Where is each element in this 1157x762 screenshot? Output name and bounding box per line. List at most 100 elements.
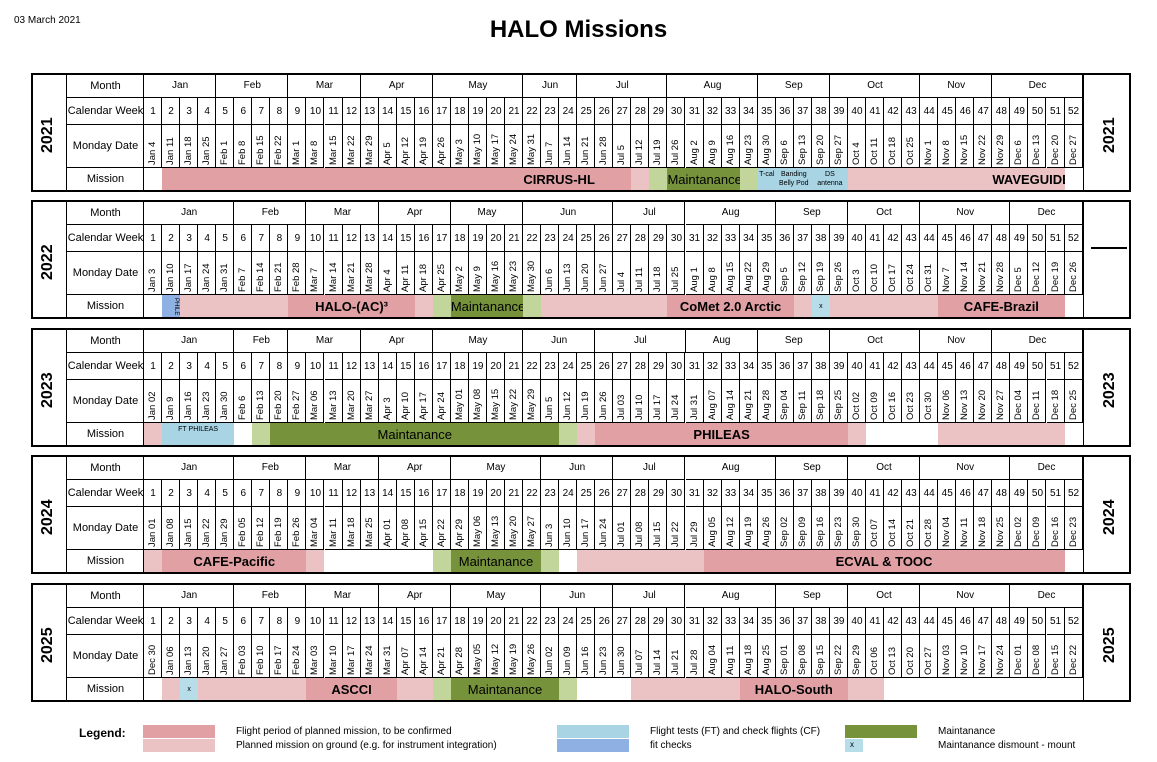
monday-date: Feb 17 — [273, 645, 285, 675]
monday-cell — [198, 125, 217, 168]
week-cell — [342, 98, 361, 125]
monday-date: Sep 08 — [796, 644, 808, 675]
week-number: 31 — [688, 233, 701, 244]
monday-date: Aug 22 — [742, 261, 754, 292]
monday-cell — [1046, 125, 1065, 168]
month-label: Feb — [261, 590, 279, 601]
month-cell-mar — [306, 457, 379, 480]
mission-bar — [775, 168, 812, 190]
monday-cell — [360, 125, 379, 168]
week-cell — [631, 608, 650, 635]
week-cell — [414, 608, 433, 635]
week-number: 19 — [472, 361, 484, 372]
month-label: May — [486, 590, 506, 601]
monday-date: Apr 4 — [381, 269, 393, 292]
week-cell — [270, 608, 289, 635]
monday-cell — [559, 635, 578, 678]
monday-cell — [902, 380, 921, 423]
monday-date: Oct 17 — [887, 264, 899, 292]
monday-date: Nov 1 — [923, 140, 935, 165]
mission-bar — [938, 295, 1065, 317]
monday-date: Feb 21 — [273, 262, 285, 292]
monday-cell — [1046, 252, 1065, 295]
monday-date: Apr 12 — [399, 137, 411, 165]
mission-bar — [559, 678, 578, 700]
monday-date: Jul 5 — [616, 144, 628, 165]
month-label: Aug — [721, 590, 740, 601]
monday-date: Nov 14 — [959, 261, 971, 292]
monday-cell — [1064, 252, 1083, 295]
monday-cell — [811, 507, 830, 550]
year-block-2023: 2023 2023 Month Calendar Week Monday Date Mis… — [31, 328, 1131, 447]
monday-date: Dec 08 — [1031, 644, 1043, 675]
monday-cell — [360, 635, 379, 678]
week-cell — [270, 480, 289, 507]
monday-date: Sep 29 — [850, 644, 862, 675]
week-number: 23 — [544, 616, 556, 627]
monday-date: Apr 14 — [417, 647, 429, 675]
week-number: 33 — [725, 233, 737, 244]
month-label: Aug — [703, 80, 722, 91]
row-label-week: Calendar Week — [67, 105, 144, 117]
week-cell — [559, 608, 578, 635]
week-cell — [577, 480, 596, 507]
week-number: 1 — [150, 361, 156, 372]
week-number: 8 — [276, 233, 283, 244]
mission-label: x — [819, 303, 823, 310]
monday-cell — [974, 380, 993, 423]
monday-date: Mar 22 — [345, 135, 357, 165]
month-label: Jan — [172, 80, 189, 91]
legend-text-ft-label: Flight tests (FT) and check flights (CF) — [650, 726, 821, 737]
monday-date: Aug 12 — [724, 516, 736, 547]
monday-cell — [920, 380, 939, 423]
mission-label: FT PHILEAS — [178, 426, 219, 433]
monday-date: Apr 15 — [417, 519, 429, 547]
monday-date: Jul 11 — [634, 267, 646, 292]
month-cell-jul — [595, 330, 686, 353]
week-cell — [866, 98, 885, 125]
week-number: 15 — [400, 106, 412, 117]
week-number: 52 — [1068, 488, 1080, 499]
monday-cell — [1010, 635, 1029, 678]
week-number: 19 — [472, 616, 484, 627]
week-cell — [162, 353, 181, 380]
week-number: 18 — [454, 233, 466, 244]
week-cell — [1028, 225, 1047, 252]
week-cell — [992, 480, 1011, 507]
monday-date: Jul 29 — [688, 521, 700, 547]
month-cell-sep — [757, 75, 830, 98]
monday-date: Mar 03 — [309, 645, 321, 675]
week-cell — [288, 98, 307, 125]
monday-cell — [162, 252, 181, 295]
week-cell — [396, 98, 415, 125]
week-number: 7 — [258, 616, 265, 627]
month-label: Jan — [181, 590, 198, 601]
week-number: 7 — [258, 233, 265, 244]
week-number: 38 — [815, 488, 827, 499]
monday-cell — [902, 125, 921, 168]
week-cell — [974, 353, 993, 380]
monday-date: Jun 16 — [580, 646, 592, 675]
monday-date: Sep 13 — [796, 134, 808, 165]
year-block-2025: 2025 2025 Month Calendar Week Monday Date Mis… — [31, 583, 1131, 702]
monday-cell — [342, 635, 361, 678]
week-cell — [198, 608, 217, 635]
week-cell — [703, 225, 722, 252]
monday-date: May 30 — [526, 260, 538, 292]
monday-cell — [1010, 125, 1029, 168]
legend-swatch-ft — [557, 725, 629, 738]
week-cell — [956, 353, 975, 380]
mission-bar — [595, 423, 848, 445]
week-cell — [1028, 608, 1047, 635]
week-cell — [486, 608, 505, 635]
week-cell — [1028, 98, 1047, 125]
week-cell — [162, 98, 181, 125]
week-cell — [414, 353, 433, 380]
monday-date: Sep 18 — [814, 389, 826, 420]
week-number: 14 — [382, 361, 394, 372]
week-number: 8 — [276, 488, 283, 499]
monday-date: Jul 25 — [670, 266, 682, 292]
monday-date: Jun 6 — [544, 268, 556, 292]
month-cell-aug — [685, 585, 776, 608]
week-number: 15 — [400, 361, 412, 372]
